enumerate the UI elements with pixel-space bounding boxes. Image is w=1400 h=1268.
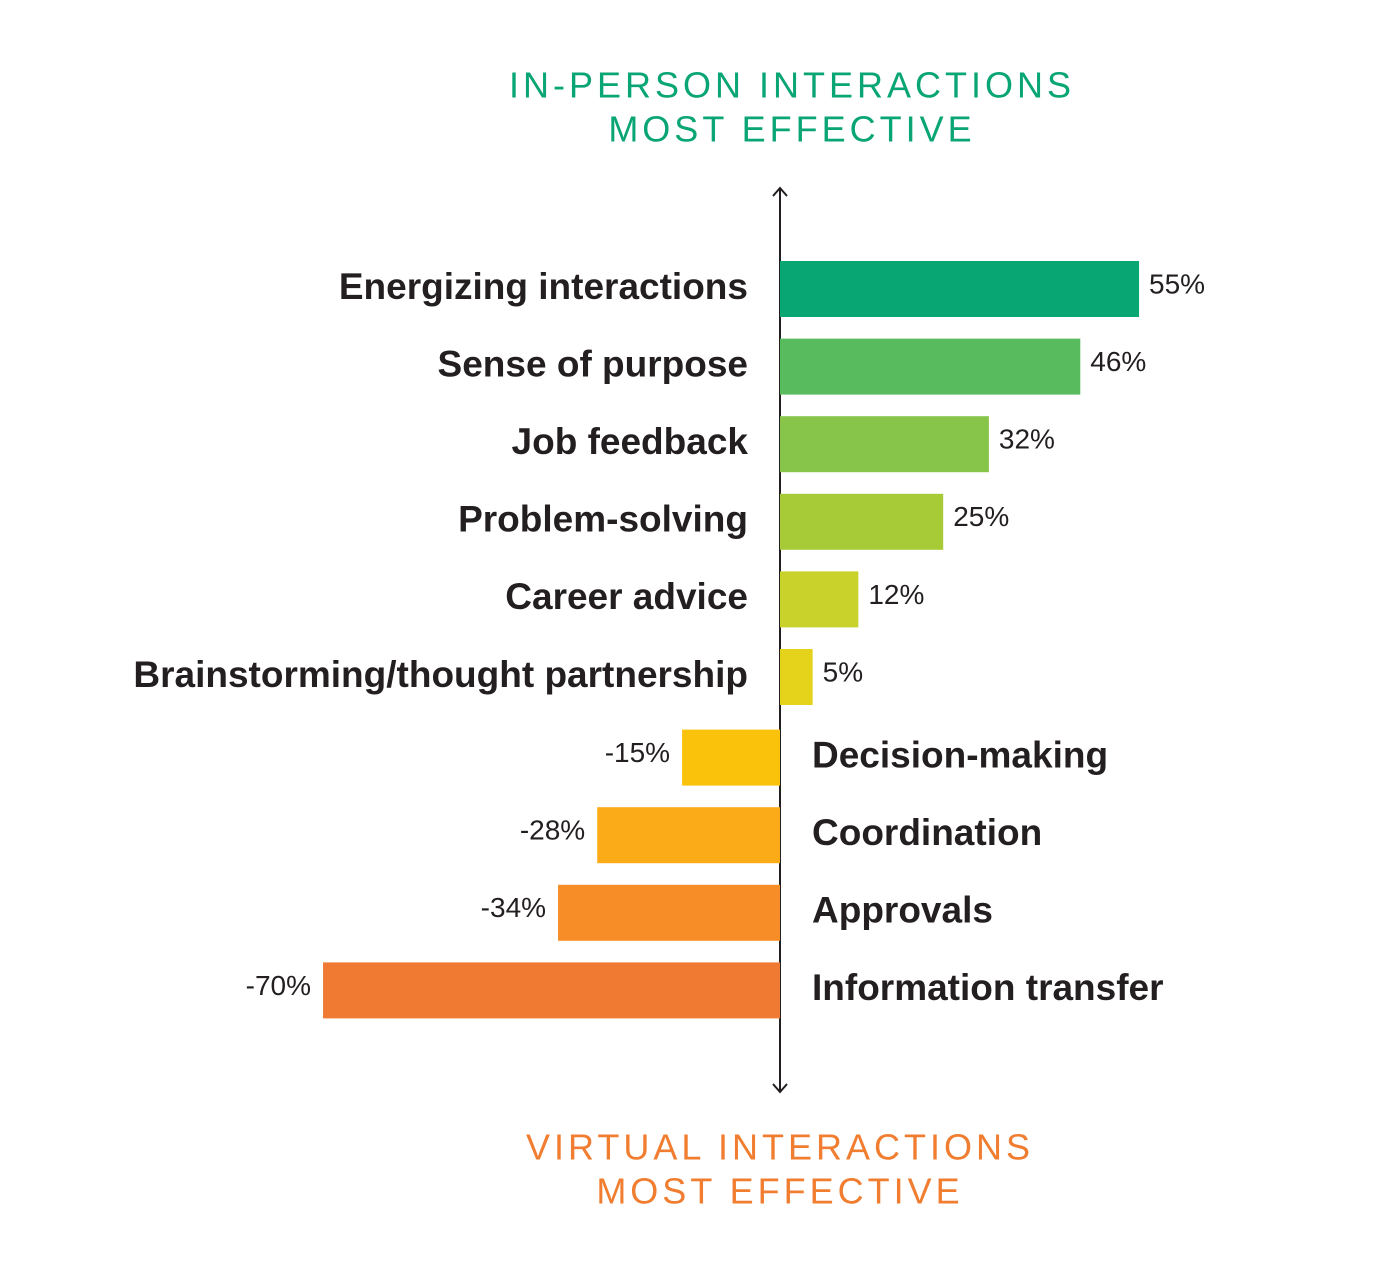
value-label: 25% [953,501,1009,532]
bar [780,493,944,550]
category-label: Energizing interactions [339,266,748,307]
bar [682,729,780,786]
category-label: Brainstorming/thought partnership [133,654,748,695]
value-label: 5% [823,656,863,687]
bar [780,416,989,473]
bar [558,884,780,941]
category-label: Coordination [812,812,1042,853]
category-label: Sense of purpose [438,343,748,384]
top-label: IN-PERSON INTERACTIONS [509,65,1075,106]
bar [597,807,780,864]
value-label: -70% [246,970,311,1001]
value-label: 12% [868,579,924,610]
axis [772,186,788,1094]
value-label: 46% [1090,346,1146,377]
bar [780,338,1081,395]
bar [780,649,813,705]
value-label: -34% [481,892,546,923]
bottom-label: VIRTUAL INTERACTIONS [526,1127,1034,1168]
category-label: Approvals [812,890,993,931]
category-label: Career advice [505,576,748,617]
value-label: -28% [520,815,585,846]
category-label: Job feedback [512,421,749,462]
value-label: 55% [1149,268,1205,299]
bar [323,962,780,1019]
category-label: Decision-making [812,734,1108,775]
bottom-label: MOST EFFECTIVE [596,1171,963,1212]
category-label: Problem-solving [458,499,748,540]
bar [780,571,859,628]
arrow-up [772,186,788,197]
top-label: MOST EFFECTIVE [608,109,975,150]
value-label: 32% [999,424,1055,455]
value-label: -15% [605,737,670,768]
arrow-down [772,1083,788,1094]
bar [780,261,1140,317]
category-label: Information transfer [812,967,1164,1008]
